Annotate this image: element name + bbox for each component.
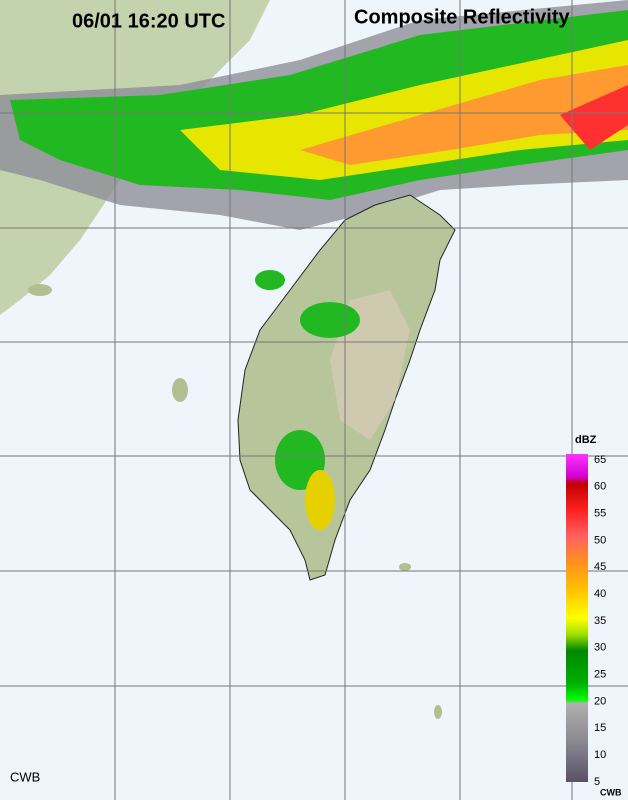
source: CWB xyxy=(10,769,40,784)
echo-yellow xyxy=(180,40,628,180)
legend-label: 10 xyxy=(594,749,606,761)
legend-label: 50 xyxy=(594,534,606,546)
timestamp: 06/01 16:20 UTC xyxy=(72,10,225,32)
legend-label: 15 xyxy=(594,722,606,734)
islands xyxy=(28,284,442,719)
legend-label: 55 xyxy=(594,508,606,520)
legend-label: 60 xyxy=(594,481,606,493)
color-bar xyxy=(566,454,588,782)
legend-label: 45 xyxy=(594,561,606,573)
legend-label: 20 xyxy=(594,695,606,707)
echo-orange xyxy=(300,65,628,165)
title: Composite Reflectivity xyxy=(354,6,570,28)
legend-label: 65 xyxy=(594,454,606,466)
legend-label: 35 xyxy=(594,615,606,627)
legend-label: 30 xyxy=(594,642,606,654)
legend-label: 25 xyxy=(594,669,606,681)
legend-label: 5 xyxy=(594,776,600,788)
legend-unit: dBZ xyxy=(575,434,597,446)
echo-red xyxy=(560,85,628,150)
legend-credit: CWB xyxy=(600,787,622,797)
legend-label: 40 xyxy=(594,588,606,600)
